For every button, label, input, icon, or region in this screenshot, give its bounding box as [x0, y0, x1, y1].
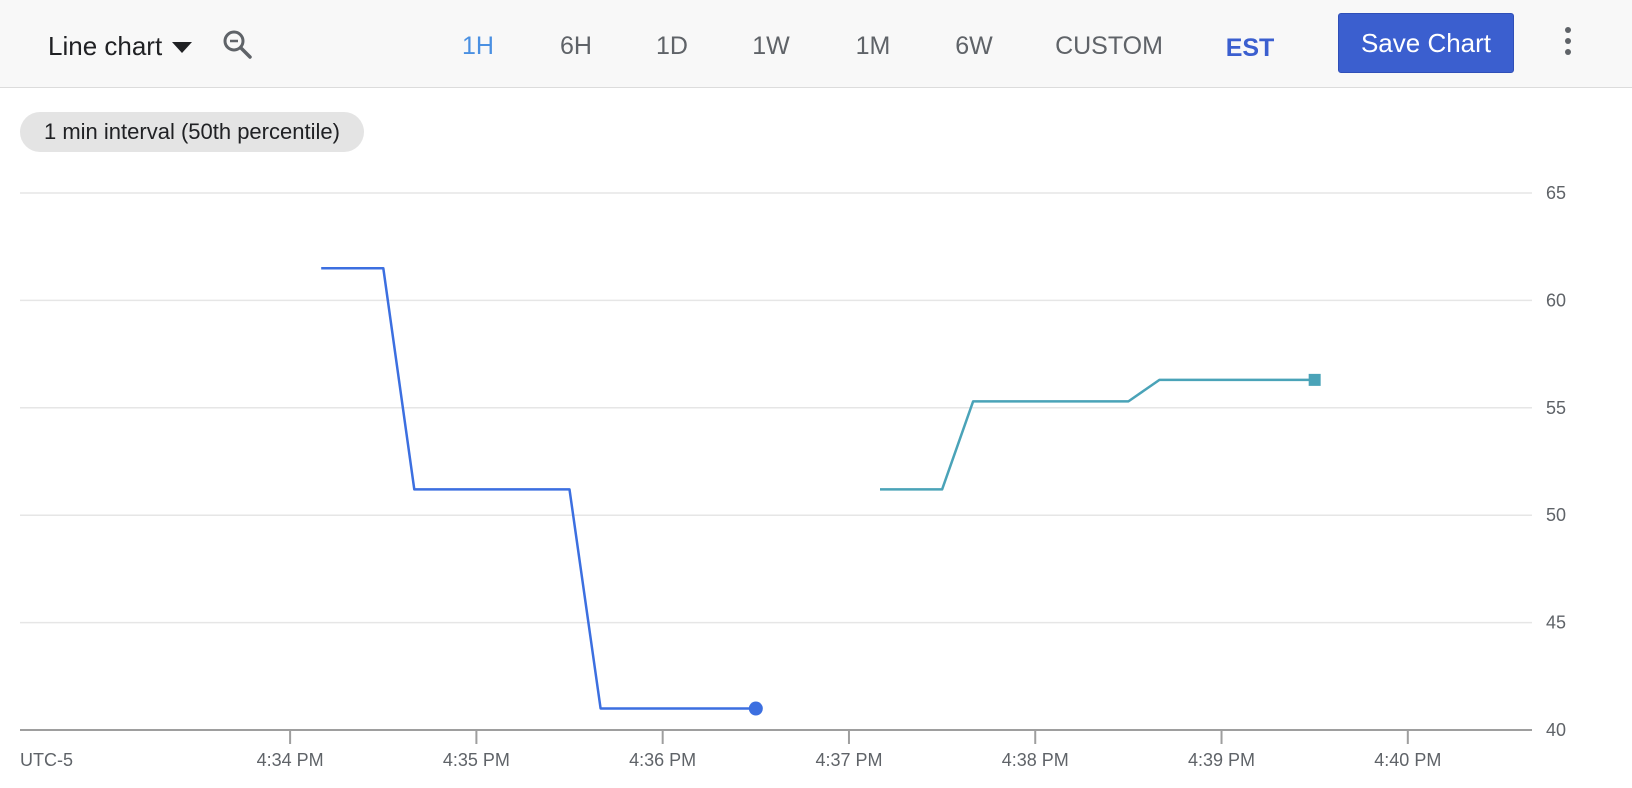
x-tick-label: 4:38 PM [1002, 750, 1069, 770]
range-1h-button[interactable]: 1H [462, 32, 494, 60]
more-vert-icon[interactable] [1556, 24, 1580, 60]
y-tick-label: 65 [1546, 183, 1566, 203]
save-chart-button[interactable]: Save Chart [1338, 13, 1514, 73]
x-axis-timezone-label: UTC-5 [20, 750, 73, 770]
y-tick-label: 50 [1546, 505, 1566, 525]
x-tick-label: 4:37 PM [815, 750, 882, 770]
interval-chip[interactable]: 1 min interval (50th percentile) [20, 112, 364, 152]
x-tick-label: 4:36 PM [629, 750, 696, 770]
zoom-icon[interactable] [221, 28, 255, 62]
y-tick-label: 55 [1546, 398, 1566, 418]
range-6w-button[interactable]: 6W [955, 32, 993, 60]
y-tick-label: 45 [1546, 613, 1566, 633]
chevron-down-icon [172, 41, 193, 53]
series-1-line [321, 266, 756, 710]
y-tick-label: 40 [1546, 720, 1566, 740]
x-tick-label: 4:39 PM [1188, 750, 1255, 770]
range-1m-button[interactable]: 1M [855, 32, 891, 60]
x-tick-label: 4:40 PM [1374, 750, 1441, 770]
x-tick-label: 4:35 PM [443, 750, 510, 770]
chart-type-label: Line chart [48, 30, 163, 61]
x-tick-label: 4:34 PM [257, 750, 324, 770]
range-6h-button[interactable]: 6H [560, 32, 592, 60]
timezone-button[interactable]: EST [1225, 34, 1275, 62]
chart-toolbar: Line chart 1H 6H 1D 1W 1M 6W CUSTOM EST … [0, 0, 1632, 88]
chart-type-dropdown[interactable]: Line chart [48, 28, 193, 64]
range-1d-button[interactable]: 1D [656, 32, 688, 60]
range-custom-button[interactable]: CUSTOM [1055, 32, 1163, 60]
series-2-end-marker [1308, 373, 1321, 386]
series-1-end-marker [748, 701, 763, 716]
series-2-line [880, 378, 1315, 491]
range-1w-button[interactable]: 1W [752, 32, 790, 60]
y-tick-label: 60 [1546, 290, 1566, 310]
